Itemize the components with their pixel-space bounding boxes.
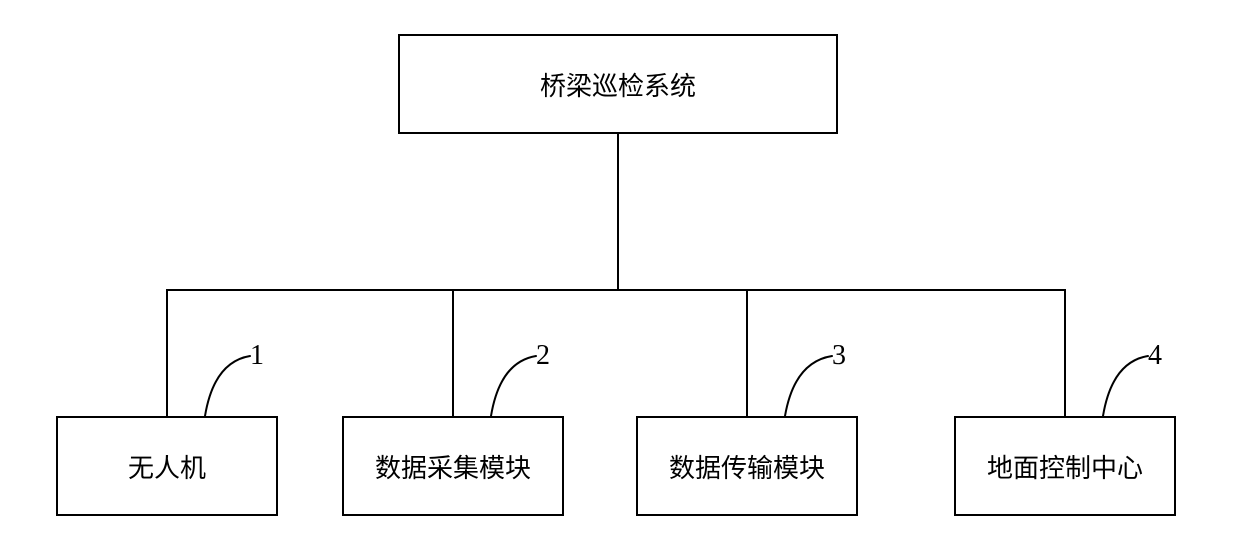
root-node: 桥梁巡检系统 (398, 34, 838, 134)
node-number-1: 1 (250, 340, 264, 372)
child-node-transmission-label: 数据传输模块 (669, 448, 825, 485)
child-node-transmission: 数据传输模块 (636, 416, 858, 516)
node-number-4: 4 (1148, 340, 1162, 372)
node-number-4-text: 4 (1148, 340, 1162, 372)
child-node-acquisition-label: 数据采集模块 (375, 448, 531, 485)
node-number-2-text: 2 (536, 340, 550, 372)
diagram-canvas: 桥梁巡检系统 无人机 数据采集模块 数据传输模块 地面控制中心 1 2 3 4 (0, 0, 1240, 546)
node-number-3-text: 3 (832, 340, 846, 372)
child-node-ground-control-label: 地面控制中心 (987, 448, 1143, 485)
child-node-ground-control: 地面控制中心 (954, 416, 1176, 516)
node-number-2: 2 (536, 340, 550, 372)
child-node-uav: 无人机 (56, 416, 278, 516)
child-node-uav-label: 无人机 (128, 448, 206, 485)
node-number-1-text: 1 (250, 340, 264, 372)
node-number-3: 3 (832, 340, 846, 372)
root-node-label: 桥梁巡检系统 (540, 66, 696, 103)
child-node-acquisition: 数据采集模块 (342, 416, 564, 516)
